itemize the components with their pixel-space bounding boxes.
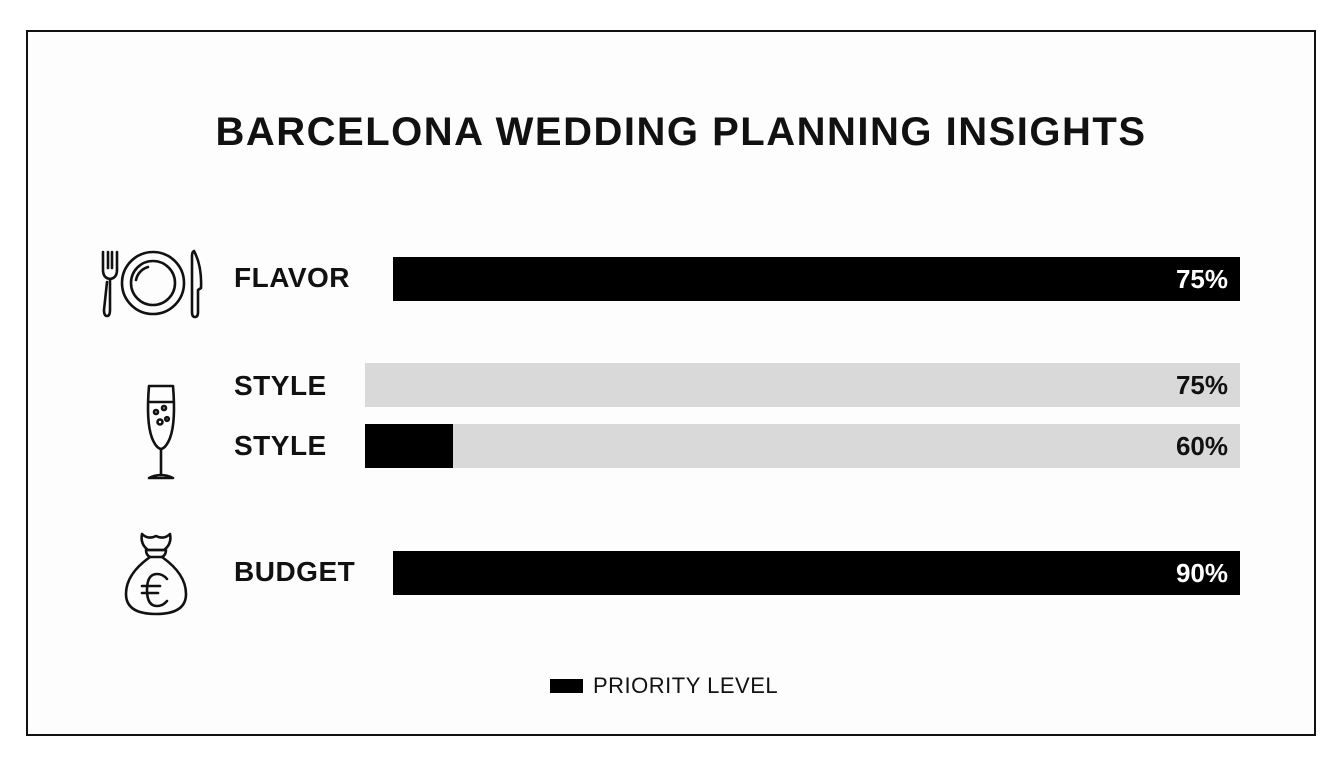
bar-track-style-2: 60%	[365, 424, 1240, 468]
bar-track-flavor: 75%	[393, 257, 1240, 301]
plate-cutlery-icon	[101, 249, 203, 319]
legend-swatch	[550, 679, 583, 693]
value-label-flavor: 75%	[1175, 264, 1228, 294]
category-label-flavor: FLAVOR	[234, 262, 351, 293]
bar-track-budget: 90%	[393, 551, 1240, 595]
category-label-style-2: STYLE	[234, 430, 327, 461]
value-label-style-1: 75%	[1175, 370, 1228, 400]
money-bag-euro-icon	[124, 532, 188, 616]
legend-label: PRIORITY LEVEL	[593, 673, 779, 698]
value-label-budget: 90%	[1175, 558, 1228, 588]
value-label-style-2: 60%	[1175, 431, 1228, 461]
bar-fill-budget	[393, 551, 1240, 595]
category-label-budget: BUDGET	[234, 556, 356, 587]
bar-track-style-1: 75%	[365, 363, 1240, 407]
chart-title: BARCELONA WEDDING PLANNING INSIGHTS	[215, 110, 1147, 154]
bar-fill-flavor	[393, 257, 1240, 301]
category-label-style-1: STYLE	[234, 370, 327, 401]
champagne-glass-icon	[146, 384, 176, 480]
legend: PRIORITY LEVEL	[550, 673, 779, 698]
bar-fill-style-2	[365, 424, 453, 468]
